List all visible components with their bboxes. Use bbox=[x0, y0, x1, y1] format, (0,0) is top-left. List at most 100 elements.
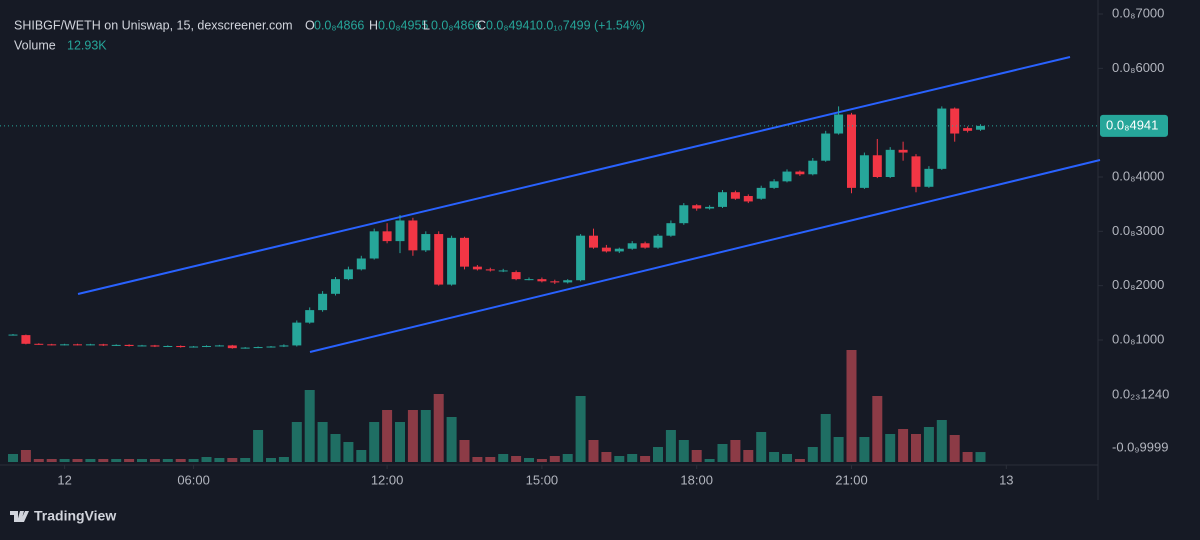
x-tick-label: 13 bbox=[999, 472, 1013, 487]
volume-bar bbox=[395, 422, 405, 462]
close-readout: 0.0₈4941 bbox=[486, 18, 536, 32]
candle-body bbox=[21, 335, 31, 344]
candle-body bbox=[872, 155, 882, 177]
candle-body bbox=[550, 281, 560, 283]
volume-bar bbox=[175, 459, 186, 462]
volume-bar bbox=[962, 452, 973, 462]
candle-body bbox=[911, 156, 921, 187]
low-readout: 0.0₈4866 bbox=[431, 18, 481, 32]
candle-body bbox=[227, 345, 237, 349]
candle-body bbox=[692, 205, 702, 209]
candle-body bbox=[356, 258, 366, 270]
channel-lower bbox=[309, 159, 1101, 353]
candle-body bbox=[756, 187, 766, 199]
volume-bar bbox=[433, 394, 444, 462]
volume-bar bbox=[653, 447, 663, 462]
plot bbox=[8, 106, 986, 462]
candle-body bbox=[627, 243, 637, 249]
candle-body bbox=[885, 149, 895, 177]
candle-body bbox=[563, 280, 573, 283]
candle-body bbox=[718, 192, 727, 207]
candle-body bbox=[98, 344, 108, 346]
volume-readout: 12.93K bbox=[67, 38, 107, 52]
high-readout: 0.0₈4955 bbox=[378, 18, 428, 32]
volume-bar bbox=[704, 459, 715, 462]
candle-body bbox=[331, 279, 340, 294]
candle-body bbox=[705, 206, 715, 209]
legend-letter: H bbox=[369, 18, 378, 32]
candle-body bbox=[859, 155, 869, 188]
x-tick-label: 12:00 bbox=[371, 472, 404, 487]
x-tick-label: 12 bbox=[57, 472, 71, 487]
volume-bar bbox=[240, 458, 251, 462]
candle-body bbox=[589, 235, 598, 248]
candle-body bbox=[292, 322, 302, 346]
chart-title: SHIBGF/WETH on Uniswap, 15, dexscreener.… bbox=[14, 18, 293, 32]
volume-bar bbox=[330, 434, 341, 462]
volume-bar bbox=[446, 417, 457, 462]
candle-body bbox=[318, 293, 328, 311]
volume-bar bbox=[691, 450, 702, 462]
candle-body bbox=[769, 181, 779, 188]
volume-bar bbox=[227, 458, 238, 462]
volume-bar bbox=[472, 457, 483, 462]
candle-body bbox=[976, 125, 985, 130]
candle-body bbox=[576, 235, 586, 281]
volume-bar bbox=[188, 459, 199, 462]
volume-bar bbox=[369, 422, 380, 462]
volume-bar bbox=[317, 422, 328, 462]
volume-bar bbox=[111, 459, 122, 462]
volume-bar bbox=[253, 430, 264, 462]
volume-bar bbox=[356, 450, 367, 462]
candle-body bbox=[137, 345, 147, 347]
candle-body bbox=[743, 196, 753, 202]
candle-body bbox=[924, 168, 934, 187]
candle-body bbox=[898, 149, 908, 153]
volume-bar bbox=[485, 457, 496, 462]
candle-body bbox=[382, 231, 392, 242]
y-tick-label: 0.0₈2000 bbox=[1112, 277, 1164, 292]
volume-bar bbox=[266, 458, 276, 462]
candle-body bbox=[408, 220, 418, 251]
candle-body bbox=[963, 128, 973, 131]
volume-bar bbox=[498, 454, 509, 462]
volume-bar bbox=[756, 432, 767, 462]
candle-body bbox=[395, 220, 405, 242]
tradingview-logo: TradingView bbox=[10, 508, 116, 524]
candle-body bbox=[163, 345, 173, 347]
volume-bar bbox=[46, 459, 57, 462]
candle-body bbox=[305, 310, 315, 323]
candle-body bbox=[73, 344, 82, 346]
candle-body bbox=[34, 343, 44, 345]
candle-body bbox=[537, 279, 547, 282]
volume-bar bbox=[291, 422, 302, 462]
volume-bar bbox=[59, 459, 70, 462]
volume-bar bbox=[162, 459, 173, 462]
y-tick-label: 0.0₈3000 bbox=[1112, 223, 1164, 238]
candle-body bbox=[202, 345, 211, 347]
volume-bar bbox=[511, 456, 522, 462]
candle-body bbox=[847, 114, 856, 188]
candle-body bbox=[253, 347, 263, 349]
channel-upper bbox=[77, 56, 1071, 295]
volume-bar bbox=[562, 454, 573, 462]
volume-bar bbox=[382, 410, 393, 462]
volume-bar bbox=[665, 430, 676, 462]
volume-bar bbox=[588, 440, 599, 462]
candle-body bbox=[679, 205, 689, 224]
volume-bar bbox=[343, 442, 354, 462]
candle-body bbox=[834, 114, 844, 134]
candle-body bbox=[8, 334, 18, 336]
candle-body bbox=[189, 346, 199, 348]
volume-bar bbox=[627, 454, 638, 462]
volume-bar bbox=[20, 450, 31, 462]
volume-bar bbox=[949, 435, 960, 462]
candle-body bbox=[795, 171, 805, 175]
volume-title: Volume bbox=[14, 38, 56, 52]
candle-body bbox=[937, 108, 947, 169]
candle-body bbox=[47, 344, 57, 346]
candle-body bbox=[666, 223, 676, 236]
candle-body bbox=[279, 345, 289, 347]
